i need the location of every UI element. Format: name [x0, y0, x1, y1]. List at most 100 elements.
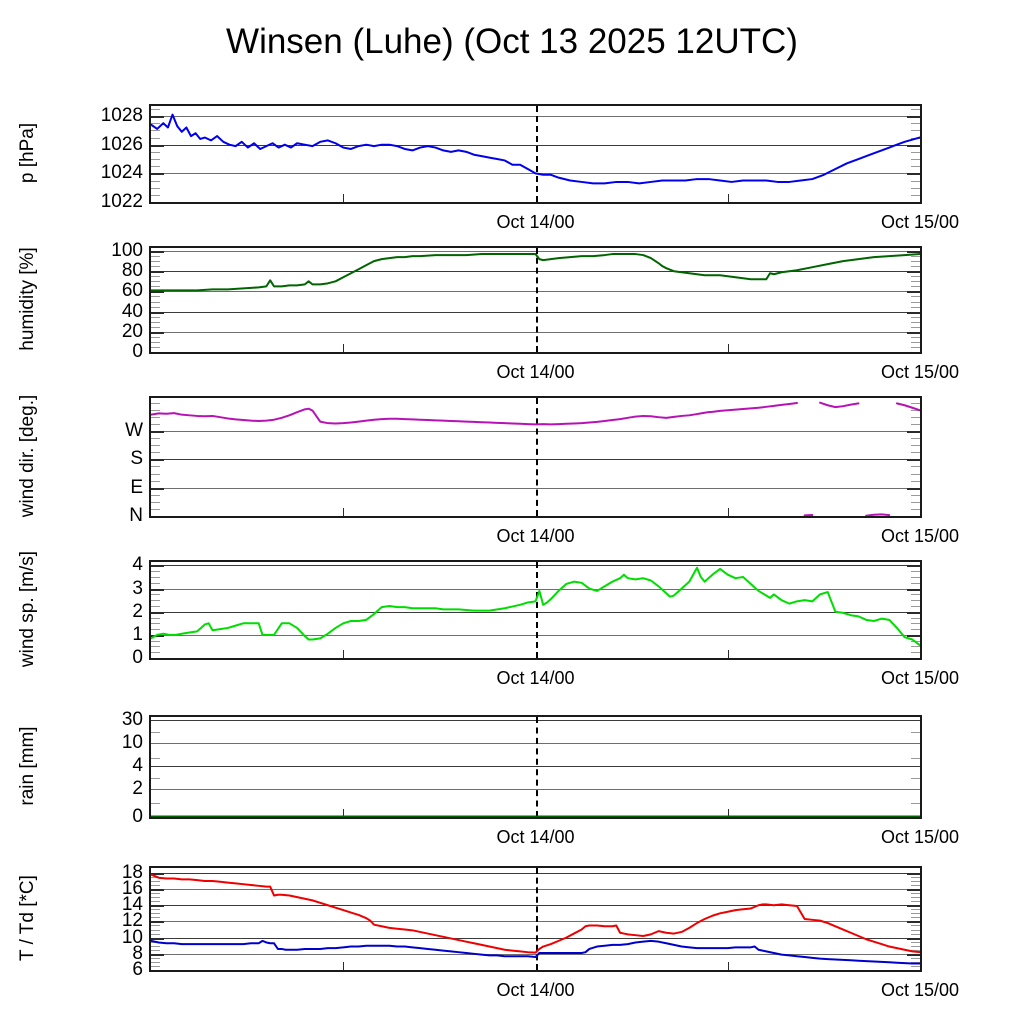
axis-minor-tick — [151, 594, 160, 595]
axis-minor-tick — [151, 123, 160, 124]
axis-major-tick — [907, 488, 920, 490]
axis-minor-tick — [911, 946, 920, 947]
axis-major-tick — [907, 431, 920, 433]
forecast-start-marker — [536, 248, 538, 352]
x-axis-tick-label: Oct 14/00 — [496, 980, 575, 1000]
series-line-dewpoint — [151, 939, 920, 965]
y-axis-title-temperature: T / Td [*C] — [17, 875, 38, 961]
x-axis-tick-label: Oct 15/00 — [880, 827, 960, 847]
y-axis-tick-label: 14 — [121, 894, 143, 916]
axis-minor-tick — [151, 445, 160, 446]
x-axis-tick-label: Oct 15/00 — [880, 212, 960, 232]
gridline — [151, 720, 920, 721]
axis-minor-tick — [911, 641, 920, 642]
axis-minor-tick — [911, 885, 920, 886]
axis-minor-tick — [911, 181, 920, 182]
x-axis-tick — [728, 809, 729, 817]
axis-major-tick — [151, 312, 164, 314]
axis-major-tick — [151, 173, 164, 175]
y-axis-tick-label: 10 — [121, 732, 143, 753]
axis-major-tick — [907, 635, 920, 637]
gridline — [151, 565, 920, 566]
page-title: Winsen (Luhe) (Oct 13 2025 12UTC) — [226, 22, 798, 61]
axis-minor-tick — [911, 495, 920, 496]
axis-major-tick — [907, 954, 920, 956]
axis-minor-tick — [151, 925, 160, 926]
axis-major-tick — [907, 905, 920, 907]
y-axis-tick-label: 30 — [121, 709, 143, 730]
axis-minor-tick — [151, 403, 160, 404]
axis-minor-tick — [151, 942, 160, 943]
axis-minor-tick — [151, 181, 160, 182]
x-axis-tick — [728, 508, 729, 516]
series-canvas-temperature — [151, 873, 920, 965]
axis-minor-tick — [151, 623, 160, 624]
y-axis-tick-label: 20 — [121, 320, 143, 342]
axis-minor-tick — [911, 966, 920, 967]
gridline — [151, 589, 920, 590]
axis-minor-tick — [151, 966, 160, 967]
axis-minor-tick — [911, 438, 920, 439]
axis-minor-tick — [151, 958, 160, 959]
plot-area-wind_speed — [149, 560, 922, 660]
axis-major-tick — [151, 459, 164, 461]
axis-minor-tick — [911, 909, 920, 910]
x-axis-tick-label: Oct 15/00 — [880, 526, 960, 546]
axis-minor-tick — [151, 803, 160, 804]
axis-minor-tick — [151, 342, 160, 343]
gridline — [151, 332, 920, 333]
axis-major-tick — [151, 635, 164, 637]
axis-minor-tick — [911, 958, 920, 959]
axis-minor-tick — [911, 618, 920, 619]
y-axis-tick-label: 4 — [132, 755, 143, 776]
y-axis-tick-label: S — [130, 448, 143, 470]
series-line-pressure — [151, 113, 920, 185]
series-canvas-rain — [151, 815, 920, 817]
axis-minor-tick — [151, 893, 160, 894]
axis-minor-tick — [151, 877, 160, 878]
y-axis-tick-label: 60 — [121, 280, 143, 302]
axis-minor-tick — [151, 885, 160, 886]
gridline — [151, 873, 920, 874]
series-line-humidity — [151, 253, 920, 292]
forecast-start-marker — [536, 398, 538, 516]
gridline — [151, 938, 920, 939]
axis-minor-tick — [911, 342, 920, 343]
y-axis-title-humidity: humidity [%] — [17, 247, 38, 351]
axis-minor-tick — [151, 641, 160, 642]
x-axis-tick-label: Oct 15/00 — [880, 980, 960, 1000]
axis-minor-tick — [151, 950, 160, 951]
series-line-wind_dir — [895, 402, 920, 412]
axis-major-tick — [151, 332, 164, 334]
axis-minor-tick — [911, 897, 920, 898]
axis-minor-tick — [911, 166, 920, 167]
axis-minor-tick — [911, 302, 920, 303]
axis-minor-tick — [151, 778, 160, 779]
y-axis-tick-label: 1026 — [100, 133, 143, 155]
series-canvas-wind_speed — [151, 566, 920, 647]
plot-area-pressure — [149, 104, 922, 204]
axis-minor-tick — [151, 495, 160, 496]
x-axis-tick — [728, 194, 729, 202]
axis-major-tick — [151, 145, 164, 147]
gridline — [151, 905, 920, 906]
axis-minor-tick — [151, 466, 160, 467]
axis-minor-tick — [911, 307, 920, 308]
axis-minor-tick — [911, 152, 920, 153]
x-axis-tick — [343, 650, 344, 658]
axis-minor-tick — [151, 438, 160, 439]
axis-minor-tick — [151, 606, 160, 607]
y-axis-tick-label: 1024 — [100, 162, 143, 184]
y-axis-tick-label: 16 — [121, 878, 143, 900]
axis-minor-tick — [911, 276, 920, 277]
axis-minor-tick — [151, 502, 160, 503]
forecast-start-marker — [536, 106, 538, 202]
y-axis-tick-label: 10 — [121, 926, 143, 948]
axis-minor-tick — [151, 276, 160, 277]
y-axis-tick-label: 100 — [111, 240, 143, 262]
axis-minor-tick — [911, 481, 920, 482]
